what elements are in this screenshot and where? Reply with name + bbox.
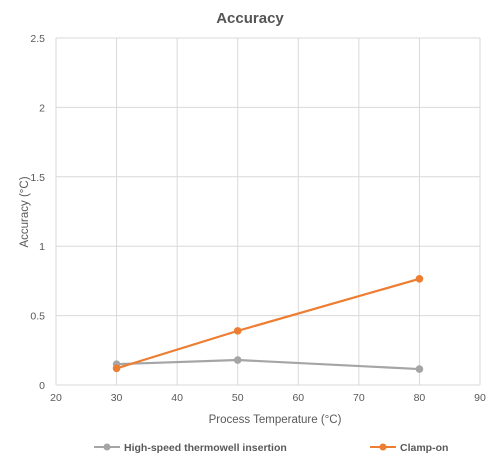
chart-title: Accuracy (216, 10, 284, 27)
y-tick-label: 2.5 (30, 33, 45, 45)
x-axis-ticks: 20 30 40 50 60 70 80 90 (50, 392, 486, 404)
data-point (112, 364, 121, 373)
y-axis-label: Accuracy (°C) (19, 176, 31, 247)
grid-layer (55, 37, 481, 386)
legend-item-high-speed-thermowell-insertion: High-speed thermowell insertion (94, 442, 287, 454)
data-point (233, 327, 242, 335)
x-tick-label: 90 (474, 392, 486, 404)
legend-swatch-marker (379, 443, 387, 451)
series-line-0 (116, 358, 420, 371)
series-layer (112, 275, 424, 373)
series-line-1 (116, 277, 420, 370)
x-tick-label: 60 (292, 392, 304, 404)
legend-label: High-speed thermowell insertion (124, 442, 287, 454)
x-tick-label: 40 (171, 392, 183, 404)
y-axis-ticks: 0 0.5 1 1.5 2 2.5 (30, 33, 45, 392)
legend-swatch-marker (103, 443, 111, 451)
legend: High-speed thermowell insertion Clamp-on (94, 442, 448, 454)
x-tick-label: 70 (353, 392, 365, 404)
y-tick-label: 0.5 (30, 311, 45, 323)
x-tick-label: 80 (414, 392, 426, 404)
data-point (415, 275, 424, 283)
data-point (233, 356, 242, 364)
legend-item-clamp-on: Clamp-on (370, 442, 448, 454)
y-tick-label: 1 (39, 241, 45, 253)
x-tick-label: 30 (111, 392, 123, 404)
y-tick-label: 1.5 (30, 172, 45, 184)
x-axis-label: Process Temperature (°C) (209, 414, 342, 426)
x-tick-label: 20 (50, 392, 62, 404)
data-point (415, 365, 424, 373)
x-tick-label: 50 (232, 392, 244, 404)
y-tick-label: 0 (39, 380, 45, 392)
legend-label: Clamp-on (400, 442, 448, 454)
y-tick-label: 2 (39, 102, 45, 114)
